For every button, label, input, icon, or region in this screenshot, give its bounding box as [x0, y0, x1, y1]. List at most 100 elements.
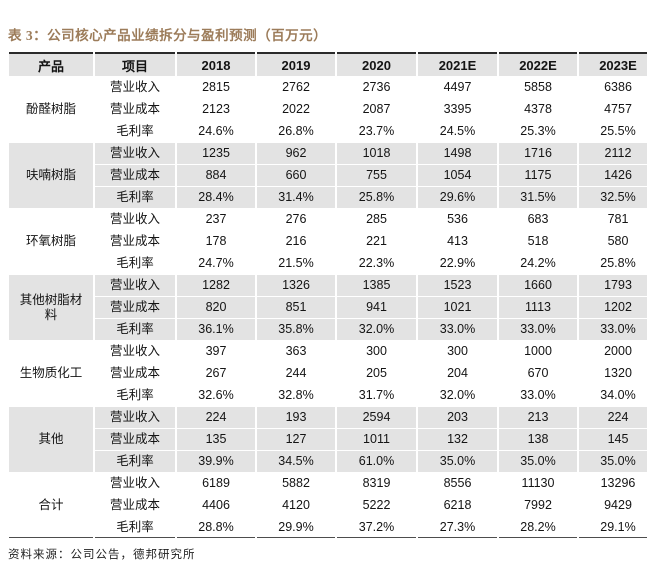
value-cell: 1202: [579, 297, 647, 318]
product-cell: 酚醛树脂: [9, 77, 93, 142]
value-cell: 221: [337, 231, 416, 252]
value-cell: 28.8%: [177, 517, 255, 538]
value-cell: 518: [499, 231, 577, 252]
product-cell: 生物质化工: [9, 341, 93, 406]
product-cell: 环氧树脂: [9, 209, 93, 274]
value-cell: 25.8%: [579, 253, 647, 274]
value-cell: 6189: [177, 473, 255, 494]
column-header: 2021E: [418, 52, 497, 76]
value-cell: 216: [257, 231, 335, 252]
value-cell: 755: [337, 165, 416, 186]
table-row: 酚醛树脂 营业收入 2815 2762 2736 4497 5858 6386: [9, 77, 647, 142]
value-cell: 31.4%: [257, 187, 335, 208]
item-cell: 营业收入: [95, 143, 175, 164]
value-cell: 2112: [579, 143, 647, 164]
value-cell: 276: [257, 209, 335, 230]
value-cell: 24.6%: [177, 121, 255, 142]
value-cell: 941: [337, 297, 416, 318]
value-cell: 203: [418, 407, 497, 428]
value-cell: 24.7%: [177, 253, 255, 274]
value-cell: 37.2%: [337, 517, 416, 538]
value-cell: 8556: [418, 473, 497, 494]
value-cell: 33.0%: [579, 319, 647, 340]
value-cell: 4406: [177, 495, 255, 516]
value-cell: 13296: [579, 473, 647, 494]
value-cell: 1426: [579, 165, 647, 186]
value-cell: 35.0%: [418, 451, 497, 472]
item-cell: 营业成本: [95, 495, 175, 516]
value-cell: 1175: [499, 165, 577, 186]
value-cell: 4497: [418, 77, 497, 98]
column-header: 2020: [337, 52, 416, 76]
value-cell: 884: [177, 165, 255, 186]
value-cell: 5858: [499, 77, 577, 98]
table-row: 营业成本 267 244 205 204 670 1320: [9, 363, 647, 384]
value-cell: 1011: [337, 429, 416, 450]
value-cell: 6218: [418, 495, 497, 516]
value-cell: 851: [257, 297, 335, 318]
value-cell: 1054: [418, 165, 497, 186]
value-cell: 39.9%: [177, 451, 255, 472]
value-cell: 820: [177, 297, 255, 318]
value-cell: 27.3%: [418, 517, 497, 538]
value-cell: 29.9%: [257, 517, 335, 538]
table-row: 合计 营业收入 6189 5882 8319 8556 11130 13296: [9, 473, 647, 538]
value-cell: 1523: [418, 275, 497, 296]
item-cell: 毛利率: [95, 253, 175, 274]
value-cell: 8319: [337, 473, 416, 494]
product-cell: 呋喃树脂: [9, 143, 93, 208]
value-cell: 22.9%: [418, 253, 497, 274]
report-table-figure: 表 3：公司核心产品业绩拆分与盈利预测（百万元） 产品 项目 2018 2019 202…: [8, 28, 647, 561]
table-row: 呋喃树脂 营业收入 1235 962 1018 1498 1716 2112: [9, 143, 647, 208]
value-cell: 3395: [418, 99, 497, 120]
table-body: 酚醛树脂 营业收入 2815 2762 2736 4497 5858 6386 营业成本 2123…: [9, 77, 647, 538]
value-cell: 32.5%: [579, 187, 647, 208]
value-cell: 7992: [499, 495, 577, 516]
value-cell: 25.8%: [337, 187, 416, 208]
item-cell: 营业成本: [95, 297, 175, 318]
table-row: 营业成本 2123 2022 2087 3395 4378 4757: [9, 99, 647, 120]
table-row: 毛利率 36.1% 35.8% 32.0% 33.0% 33.0% 33.0%: [9, 319, 647, 340]
column-header: 产品: [9, 52, 93, 76]
value-cell: 61.0%: [337, 451, 416, 472]
value-cell: 32.0%: [418, 385, 497, 406]
value-cell: 26.8%: [257, 121, 335, 142]
value-cell: 2123: [177, 99, 255, 120]
value-cell: 2762: [257, 77, 335, 98]
table-row: 毛利率 24.6% 26.8% 23.7% 24.5% 25.3% 25.5%: [9, 121, 647, 142]
value-cell: 1385: [337, 275, 416, 296]
table-row: 营业成本 178 216 221 413 518 580: [9, 231, 647, 252]
value-cell: 25.3%: [499, 121, 577, 142]
product-label: 呋喃树脂: [25, 168, 76, 182]
value-cell: 32.6%: [177, 385, 255, 406]
value-cell: 1793: [579, 275, 647, 296]
value-cell: 6386: [579, 77, 647, 98]
value-cell: 2087: [337, 99, 416, 120]
item-cell: 营业成本: [95, 165, 175, 186]
value-cell: 34.5%: [257, 451, 335, 472]
table-row: 毛利率 39.9% 34.5% 61.0% 35.0% 35.0% 35.0%: [9, 451, 647, 472]
product-label: 环氧树脂: [25, 234, 76, 248]
value-cell: 33.0%: [418, 319, 497, 340]
value-cell: 397: [177, 341, 255, 362]
item-cell: 毛利率: [95, 319, 175, 340]
value-cell: 1235: [177, 143, 255, 164]
value-cell: 683: [499, 209, 577, 230]
item-cell: 营业收入: [95, 275, 175, 296]
item-cell: 营业收入: [95, 341, 175, 362]
value-cell: 11130: [499, 473, 577, 494]
product-label: 酚醛树脂: [25, 102, 76, 116]
value-cell: 2594: [337, 407, 416, 428]
value-cell: 132: [418, 429, 497, 450]
value-cell: 237: [177, 209, 255, 230]
table-row: 毛利率 32.6% 32.8% 31.7% 32.0% 33.0% 34.0%: [9, 385, 647, 406]
value-cell: 1498: [418, 143, 497, 164]
value-cell: 1018: [337, 143, 416, 164]
product-label: 其他树脂材料: [19, 292, 83, 322]
value-cell: 1326: [257, 275, 335, 296]
value-cell: 33.0%: [499, 319, 577, 340]
value-cell: 300: [337, 341, 416, 362]
value-cell: 285: [337, 209, 416, 230]
table-row: 其他树脂材料 营业收入 1282 1326 1385 1523 1660 1793: [9, 275, 647, 340]
